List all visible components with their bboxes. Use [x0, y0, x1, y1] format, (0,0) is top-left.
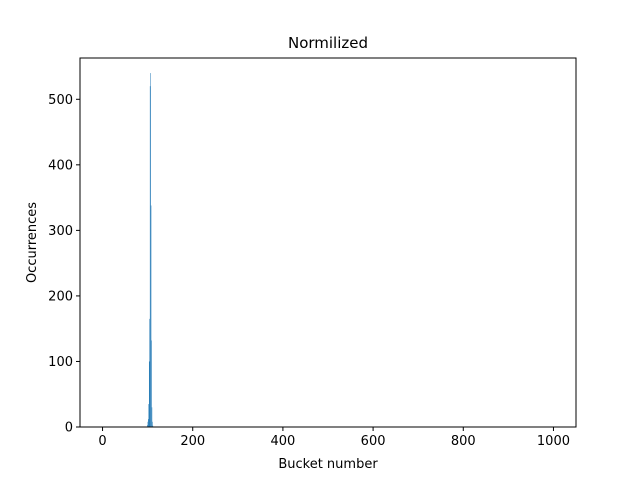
x-axis-label: Bucket number	[278, 457, 378, 472]
y-tick-label: 400	[48, 158, 73, 173]
histogram-bar	[148, 419, 149, 427]
histogram-bar	[150, 205, 152, 427]
y-tick-label: 100	[48, 355, 73, 370]
histogram-bar	[147, 425, 148, 427]
x-tick-label: 200	[180, 434, 205, 449]
y-tick-label: 0	[65, 421, 73, 436]
x-tick-label: 0	[98, 434, 106, 449]
x-tick-label: 1000	[537, 434, 570, 449]
histogram-bar	[149, 318, 150, 427]
x-tick-label: 400	[270, 434, 295, 449]
y-tick-label: 500	[48, 93, 73, 108]
histogram-bar	[148, 404, 150, 427]
y-axis: 0 100 200 300 400 500	[48, 93, 80, 436]
histogram-bar	[148, 361, 150, 427]
y-axis-label: Occurrences	[25, 202, 40, 283]
histogram-bar	[147, 421, 149, 427]
histogram-bar	[152, 421, 153, 427]
plot-area-frame	[79, 57, 577, 428]
x-tick-label: 600	[361, 434, 386, 449]
x-axis: 0 200 400 600 800 1000	[98, 427, 570, 449]
y-tick-label: 200	[48, 289, 73, 304]
histogram-bar	[151, 407, 153, 427]
histogram-bars	[147, 73, 154, 428]
histogram-bar	[152, 425, 154, 427]
y-tick-label: 300	[48, 224, 73, 239]
histogram-bar	[150, 73, 151, 427]
histogram-bar	[151, 340, 152, 427]
histogram-bar	[149, 86, 151, 428]
chart-title: Normilized	[288, 34, 368, 52]
x-tick-label: 800	[451, 434, 476, 449]
